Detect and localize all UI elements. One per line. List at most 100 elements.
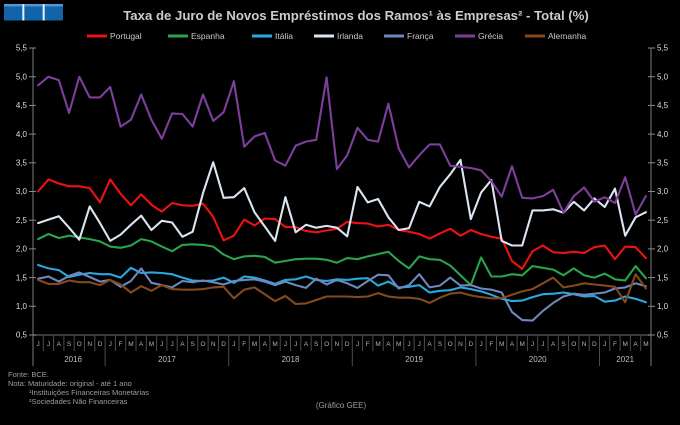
svg-text:F: F	[242, 341, 246, 348]
svg-text:F: F	[489, 341, 493, 348]
svg-text:S: S	[561, 341, 566, 348]
svg-text:A: A	[551, 341, 556, 348]
svg-text:2,0: 2,0	[16, 245, 28, 254]
svg-text:M: M	[643, 341, 648, 348]
svg-text:J: J	[418, 341, 421, 348]
svg-text:A: A	[427, 341, 432, 348]
svg-text:A: A	[139, 341, 144, 348]
svg-text:O: O	[200, 341, 205, 348]
svg-text:Nota: Maturidade: original - a: Nota: Maturidade: original - até 1 ano	[8, 379, 132, 388]
svg-text:2,5: 2,5	[16, 216, 28, 225]
svg-text:4,0: 4,0	[16, 130, 28, 139]
svg-text:J: J	[232, 341, 235, 348]
svg-text:N: N	[335, 341, 340, 348]
svg-text:O: O	[324, 341, 329, 348]
svg-text:2021: 2021	[616, 355, 634, 364]
svg-text:A: A	[386, 341, 391, 348]
svg-text:N: N	[87, 341, 92, 348]
svg-text:M: M	[519, 341, 524, 348]
svg-text:S: S	[191, 341, 196, 348]
svg-text:3,0: 3,0	[657, 187, 669, 196]
svg-text:A: A	[304, 341, 309, 348]
svg-text:N: N	[211, 341, 216, 348]
svg-text:J: J	[284, 341, 287, 348]
svg-text:Espanha: Espanha	[191, 31, 225, 41]
svg-text:M: M	[622, 341, 627, 348]
svg-text:F: F	[366, 341, 370, 348]
svg-text:1,0: 1,0	[657, 302, 669, 311]
svg-text:5,0: 5,0	[657, 72, 669, 81]
svg-text:M: M	[149, 341, 154, 348]
svg-text:2016: 2016	[64, 355, 82, 364]
svg-text:1,0: 1,0	[16, 302, 28, 311]
svg-text:0,5: 0,5	[657, 331, 669, 340]
svg-text:Fonte: BCE.: Fonte: BCE.	[8, 370, 49, 379]
svg-text:2019: 2019	[405, 355, 423, 364]
svg-text:A: A	[633, 341, 638, 348]
svg-text:Itália: Itália	[275, 31, 293, 41]
svg-text:J: J	[407, 341, 410, 348]
svg-text:2,0: 2,0	[657, 245, 669, 254]
svg-text:F: F	[119, 341, 123, 348]
svg-text:1,5: 1,5	[657, 273, 669, 282]
svg-text:D: D	[468, 341, 473, 348]
svg-text:M: M	[375, 341, 380, 348]
svg-text:2018: 2018	[282, 355, 300, 364]
svg-text:J: J	[603, 341, 606, 348]
svg-text:Irlanda: Irlanda	[337, 31, 363, 41]
svg-text:0,5: 0,5	[16, 331, 28, 340]
svg-text:F: F	[613, 341, 617, 348]
svg-text:3,5: 3,5	[16, 159, 28, 168]
svg-text:M: M	[128, 341, 133, 348]
svg-text:O: O	[77, 341, 82, 348]
svg-text:J: J	[479, 341, 482, 348]
svg-text:M: M	[272, 341, 277, 348]
svg-text:2020: 2020	[529, 355, 547, 364]
svg-text:A: A	[510, 341, 515, 348]
svg-text:4,0: 4,0	[657, 130, 669, 139]
svg-text:2,5: 2,5	[657, 216, 669, 225]
svg-text:N: N	[582, 341, 587, 348]
svg-text:3,5: 3,5	[657, 159, 669, 168]
svg-text:J: J	[531, 341, 534, 348]
svg-text:J: J	[170, 341, 173, 348]
svg-text:1,5: 1,5	[16, 273, 28, 282]
svg-text:D: D	[98, 341, 103, 348]
svg-text:Taxa de Juro de Novos Emprésti: Taxa de Juro de Novos Empréstimos dos Ra…	[123, 8, 589, 23]
svg-text:S: S	[67, 341, 72, 348]
svg-text:J: J	[47, 341, 50, 348]
svg-text:J: J	[541, 341, 544, 348]
svg-text:5,0: 5,0	[16, 72, 28, 81]
svg-text:5,5: 5,5	[657, 44, 669, 53]
svg-text:M: M	[499, 341, 504, 348]
svg-text:3,0: 3,0	[16, 187, 28, 196]
svg-text:¹Instituições Financeiras Mone: ¹Instituições Financeiras Monetárias	[29, 388, 149, 397]
svg-text:J: J	[160, 341, 163, 348]
svg-text:M: M	[252, 341, 257, 348]
svg-text:O: O	[448, 341, 453, 348]
svg-text:D: D	[592, 341, 597, 348]
svg-text:Grécia: Grécia	[478, 31, 503, 41]
svg-text:5,5: 5,5	[16, 44, 28, 53]
svg-text:J: J	[109, 341, 112, 348]
svg-text:A: A	[263, 341, 268, 348]
svg-text:(Gráfico GEE): (Gráfico GEE)	[316, 401, 367, 410]
svg-text:J: J	[356, 341, 359, 348]
svg-text:J: J	[294, 341, 297, 348]
svg-text:N: N	[458, 341, 463, 348]
svg-text:S: S	[438, 341, 443, 348]
svg-text:J: J	[36, 341, 39, 348]
svg-text:França: França	[407, 31, 434, 41]
svg-text:²Sociedades Não Financeiras: ²Sociedades Não Financeiras	[29, 397, 128, 406]
svg-text:D: D	[221, 341, 226, 348]
svg-text:O: O	[571, 341, 576, 348]
svg-text:4,5: 4,5	[657, 101, 669, 110]
svg-text:S: S	[314, 341, 319, 348]
svg-text:D: D	[345, 341, 350, 348]
svg-text:A: A	[180, 341, 185, 348]
svg-text:A: A	[57, 341, 62, 348]
svg-text:4,5: 4,5	[16, 101, 28, 110]
svg-text:M: M	[396, 341, 401, 348]
svg-text:2017: 2017	[158, 355, 176, 364]
svg-text:Alemanha: Alemanha	[548, 31, 587, 41]
